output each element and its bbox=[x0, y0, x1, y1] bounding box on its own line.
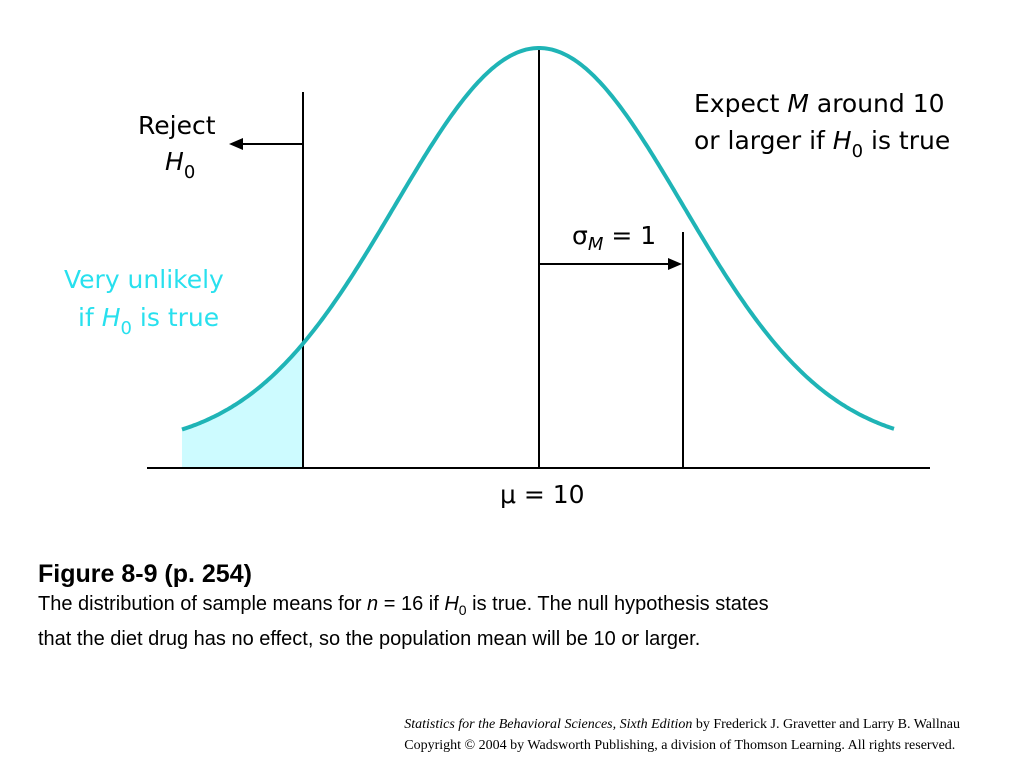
expect-label-line2: or larger if H0 is true bbox=[694, 126, 950, 162]
caption-line2: that the diet drug has no effect, so the… bbox=[38, 628, 701, 650]
figure-caption: Figure 8-9 (p. 254) The distribution of … bbox=[38, 558, 998, 654]
reject-h0-label: H0 bbox=[165, 147, 195, 183]
footer-book-line: Statistics for the Behavioral Sciences, … bbox=[404, 717, 960, 732]
caption-title: Figure 8-9 (p. 254) bbox=[38, 560, 252, 588]
expect-label-line1: Expect M around 10 bbox=[694, 89, 945, 118]
reject-arrow-head bbox=[229, 138, 243, 150]
sigma-label: σM = 1 bbox=[572, 221, 656, 255]
critical-region-shading bbox=[182, 343, 303, 468]
caption-line1: The distribution of sample means for n =… bbox=[38, 593, 769, 618]
unlikely-label-line2: if H0 is true bbox=[78, 303, 219, 339]
mu-label: μ = 10 bbox=[500, 480, 585, 509]
footer-copyright-line: Copyright © 2004 by Wadsworth Publishing… bbox=[404, 738, 956, 753]
reject-label: Reject bbox=[138, 111, 216, 140]
sigma-arrow-head bbox=[668, 258, 682, 270]
copyright-footer: Statistics for the Behavioral Sciences, … bbox=[404, 714, 960, 756]
normal-curve bbox=[181, 46, 895, 432]
sampling-distribution-figure: Reject H0 Very unlikely if H0 is true Ex… bbox=[64, 46, 950, 509]
unlikely-label-line1: Very unlikely bbox=[64, 265, 224, 294]
